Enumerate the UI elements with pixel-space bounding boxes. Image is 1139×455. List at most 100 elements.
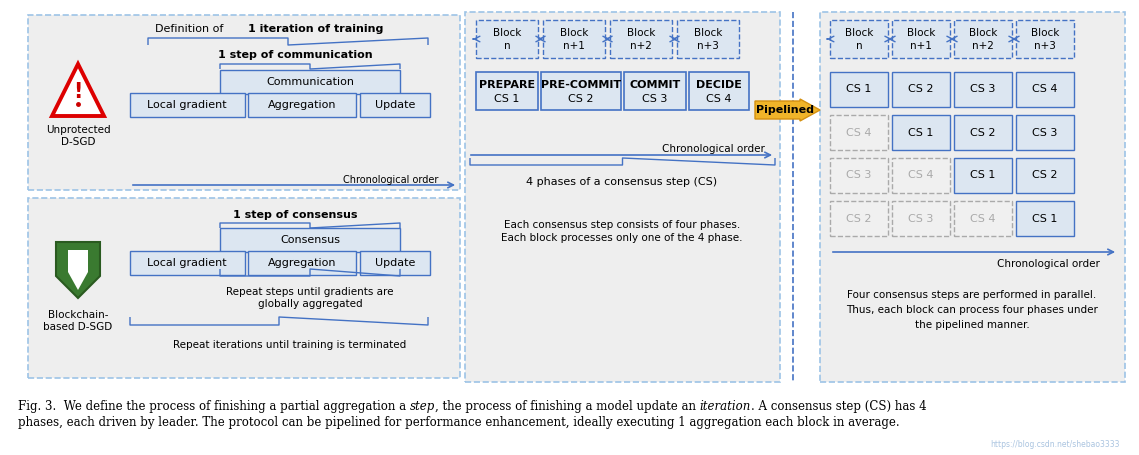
Bar — [892, 20, 950, 58]
Text: based D-SGD: based D-SGD — [43, 322, 113, 332]
Text: 4 phases of a consensus step (CS): 4 phases of a consensus step (CS) — [526, 177, 718, 187]
Bar — [130, 251, 245, 275]
Text: CS 2: CS 2 — [970, 127, 995, 137]
Text: Chronological order: Chronological order — [662, 144, 765, 154]
Text: CS 4: CS 4 — [908, 171, 934, 181]
Text: Block: Block — [626, 28, 655, 38]
Text: CS 4: CS 4 — [846, 127, 871, 137]
Bar — [830, 158, 888, 193]
Bar — [476, 72, 538, 110]
Text: Local gradient: Local gradient — [147, 258, 227, 268]
Polygon shape — [68, 250, 88, 290]
Text: Block: Block — [969, 28, 997, 38]
Text: iteration: iteration — [699, 400, 752, 413]
Text: Update: Update — [375, 258, 416, 268]
Bar — [892, 158, 950, 193]
Text: Update: Update — [375, 100, 416, 110]
Text: Chronological order: Chronological order — [997, 259, 1100, 269]
Text: n+1: n+1 — [910, 41, 932, 51]
Bar — [892, 72, 950, 107]
Bar — [541, 72, 621, 110]
Text: Each block processes only one of the 4 phase.: Each block processes only one of the 4 p… — [501, 233, 743, 243]
Text: n: n — [855, 41, 862, 51]
Bar — [360, 251, 431, 275]
Text: CS 3: CS 3 — [1032, 127, 1058, 137]
Text: Repeat iterations until training is terminated: Repeat iterations until training is term… — [173, 340, 407, 350]
Bar — [892, 115, 950, 150]
Bar — [892, 201, 950, 236]
Text: CS 3: CS 3 — [970, 85, 995, 95]
Bar — [954, 20, 1011, 58]
Bar — [954, 115, 1011, 150]
Text: Pipelined: Pipelined — [756, 105, 814, 115]
Text: Block: Block — [845, 28, 874, 38]
Text: CS 1: CS 1 — [1032, 213, 1058, 223]
Text: D-SGD: D-SGD — [60, 137, 96, 147]
Bar — [476, 20, 538, 58]
Text: CS 2: CS 2 — [908, 85, 934, 95]
Bar — [1016, 72, 1074, 107]
Text: Repeat steps until gradients are: Repeat steps until gradients are — [227, 287, 394, 297]
Text: globally aggregated: globally aggregated — [257, 299, 362, 309]
Bar — [677, 20, 739, 58]
Text: CS 1: CS 1 — [846, 85, 871, 95]
Text: Consensus: Consensus — [280, 235, 341, 245]
Text: . A consensus step (CS) has 4: . A consensus step (CS) has 4 — [752, 400, 927, 413]
Text: CS 4: CS 4 — [1032, 85, 1058, 95]
Bar — [1016, 201, 1074, 236]
Text: Fig. 3.  We define the process of finishing a partial aggregation a: Fig. 3. We define the process of finishi… — [18, 400, 410, 413]
Text: Block: Block — [907, 28, 935, 38]
Text: CS 4: CS 4 — [970, 213, 995, 223]
Bar — [689, 72, 749, 110]
Bar — [360, 93, 431, 117]
Text: PREPARE: PREPARE — [478, 80, 535, 90]
Text: Thus, each block can process four phases under: Thus, each block can process four phases… — [846, 305, 1098, 315]
Text: COMMIT: COMMIT — [630, 80, 681, 90]
Bar — [954, 201, 1011, 236]
Text: CS 3: CS 3 — [908, 213, 934, 223]
Text: CS 4: CS 4 — [706, 94, 731, 104]
Bar — [543, 20, 605, 58]
Text: CS 2: CS 2 — [846, 213, 871, 223]
Text: CS 1: CS 1 — [970, 171, 995, 181]
Bar — [611, 20, 672, 58]
Bar — [830, 20, 888, 58]
Text: Block: Block — [493, 28, 522, 38]
Text: CS 1: CS 1 — [494, 94, 519, 104]
Text: n+1: n+1 — [563, 41, 585, 51]
Text: Four consensus steps are performed in parallel.: Four consensus steps are performed in pa… — [847, 290, 1097, 300]
Text: CS 3: CS 3 — [642, 94, 667, 104]
Text: !: ! — [73, 82, 83, 102]
Text: n+2: n+2 — [972, 41, 994, 51]
Bar — [820, 12, 1125, 382]
Bar — [624, 72, 686, 110]
Text: 1 iteration of training: 1 iteration of training — [248, 24, 384, 34]
Bar — [248, 251, 357, 275]
Text: Local gradient: Local gradient — [147, 100, 227, 110]
Text: n: n — [503, 41, 510, 51]
Bar — [954, 158, 1011, 193]
Text: Unprotected: Unprotected — [46, 125, 110, 135]
Bar — [830, 72, 888, 107]
Text: DECIDE: DECIDE — [696, 80, 741, 90]
Bar — [130, 93, 245, 117]
Text: PRE-COMMIT: PRE-COMMIT — [541, 80, 621, 90]
Text: Chronological order: Chronological order — [343, 175, 439, 185]
Text: Block: Block — [559, 28, 588, 38]
Bar — [28, 15, 460, 190]
Text: CS 1: CS 1 — [908, 127, 934, 137]
Text: n+3: n+3 — [1034, 41, 1056, 51]
Text: https://blog.csdn.net/shebao3333: https://blog.csdn.net/shebao3333 — [991, 440, 1120, 449]
Text: Definition of: Definition of — [155, 24, 227, 34]
Text: Block: Block — [1031, 28, 1059, 38]
Bar — [220, 228, 400, 252]
Text: the pipelined manner.: the pipelined manner. — [915, 320, 1030, 330]
Bar — [830, 115, 888, 150]
Bar — [1016, 115, 1074, 150]
Bar — [954, 72, 1011, 107]
Text: Communication: Communication — [267, 77, 354, 87]
Bar — [465, 12, 780, 382]
Bar — [220, 70, 400, 94]
Text: n+3: n+3 — [697, 41, 719, 51]
Text: Each consensus step consists of four phases.: Each consensus step consists of four pha… — [503, 220, 740, 230]
